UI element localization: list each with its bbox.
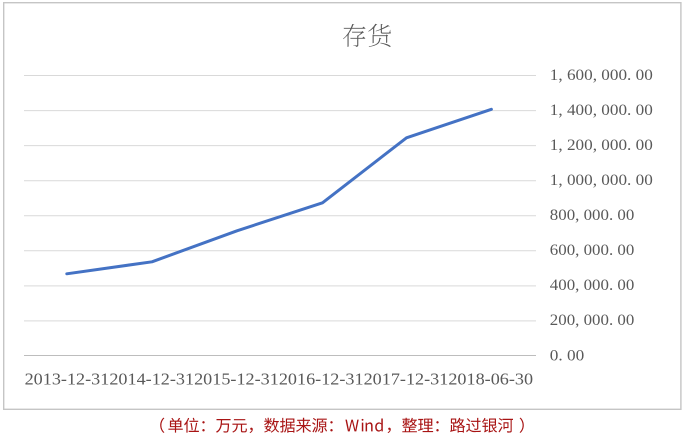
svg-text:1, 600, 000. 00: 1, 600, 000. 00 — [550, 67, 653, 84]
svg-text:2013-12-312014-12-312015-12-31: 2013-12-312014-12-312015-12-312016-12-31… — [25, 370, 533, 389]
svg-text:1, 000, 000. 00: 1, 000, 000. 00 — [550, 172, 653, 189]
svg-text:1, 200, 000. 00: 1, 200, 000. 00 — [550, 137, 653, 154]
svg-text:0. 00: 0. 00 — [550, 347, 585, 364]
svg-text:600, 000. 00: 600, 000. 00 — [550, 242, 635, 259]
svg-text:1, 400, 000. 00: 1, 400, 000. 00 — [550, 102, 653, 119]
svg-text:800, 000. 00: 800, 000. 00 — [550, 207, 635, 224]
svg-text:200, 000. 00: 200, 000. 00 — [550, 312, 635, 329]
svg-text:400, 000. 00: 400, 000. 00 — [550, 277, 635, 294]
